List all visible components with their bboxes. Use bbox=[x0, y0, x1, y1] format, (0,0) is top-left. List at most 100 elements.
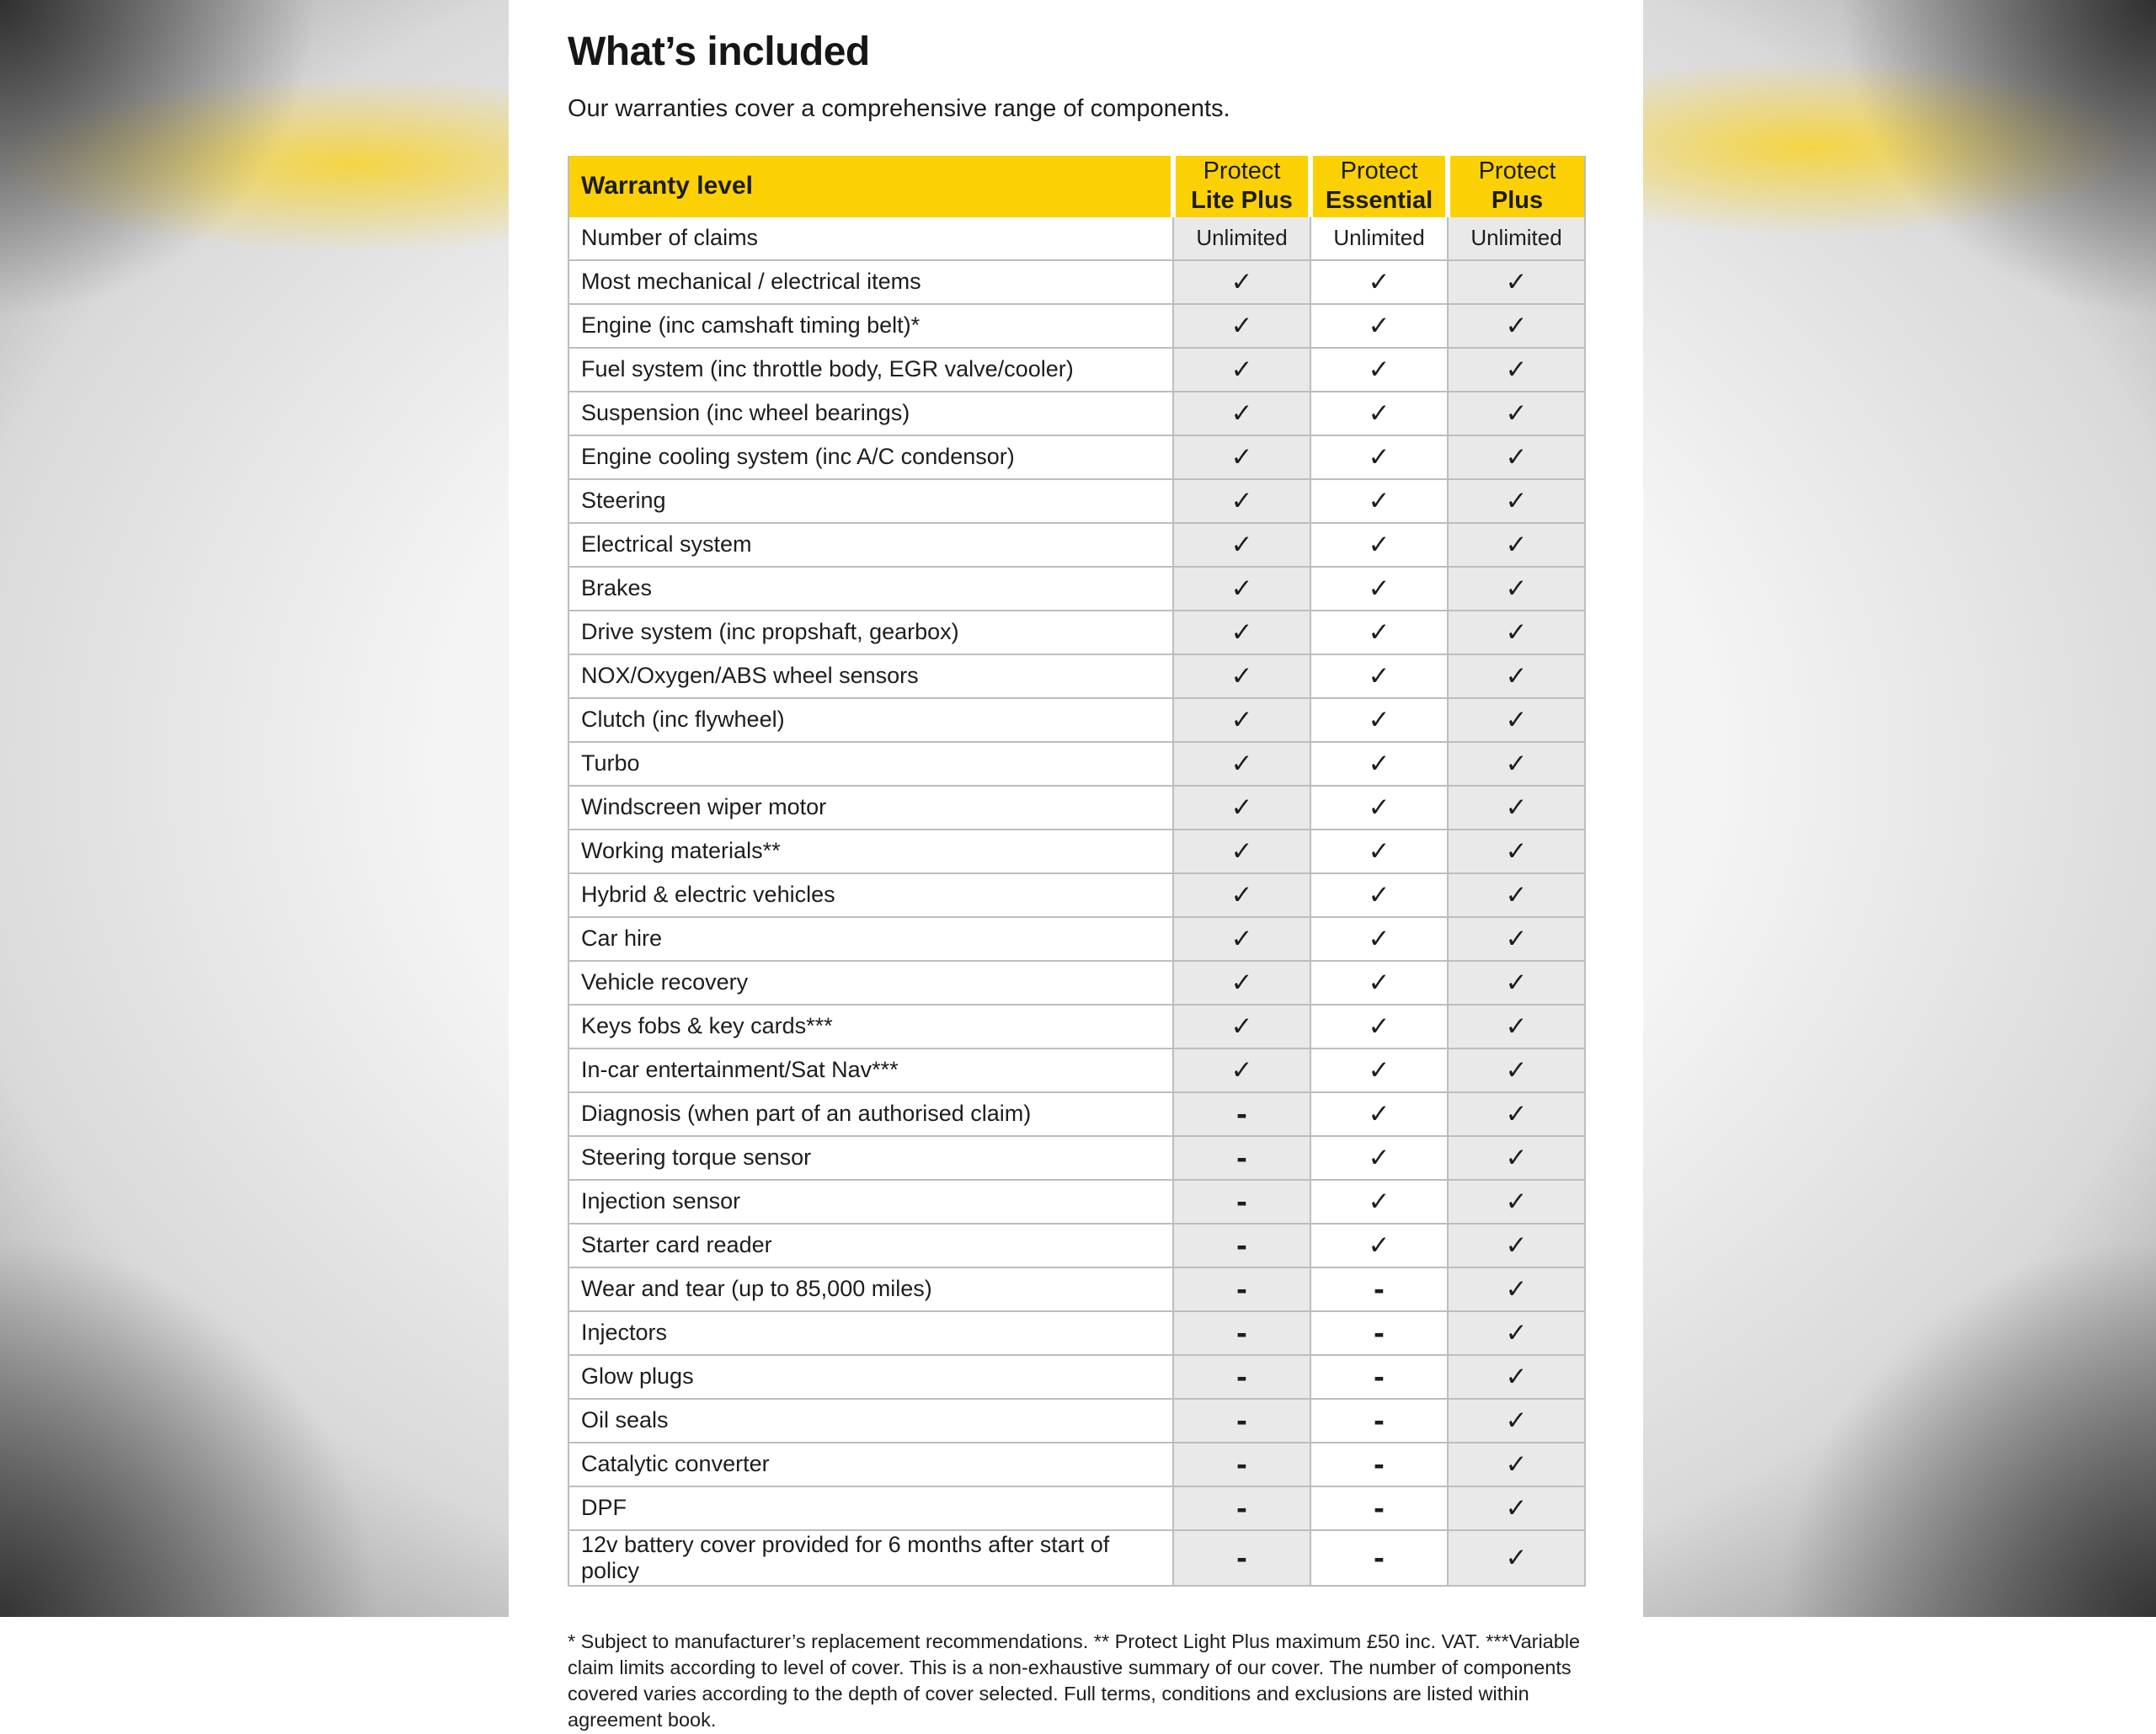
component-label: Steering torque sensor bbox=[568, 1134, 1173, 1180]
table-row: Hybrid & electric vehicles ✓ ✓ ✓ bbox=[568, 872, 1585, 917]
cell-lite-plus: ✓ bbox=[1172, 784, 1310, 830]
table-row: Working materials** ✓ ✓ ✓ bbox=[568, 828, 1585, 873]
cell-lite-plus: ✓ bbox=[1172, 346, 1310, 392]
cell-plus: ✓ bbox=[1447, 609, 1585, 654]
table-row: In-car entertainment/Sat Nav*** ✓ ✓ ✓ bbox=[568, 1047, 1585, 1092]
cell-plus: ✓ bbox=[1447, 390, 1585, 435]
cell-plus: ✓ bbox=[1447, 302, 1585, 348]
cell-lite-plus: ✓ bbox=[1172, 696, 1310, 742]
cell-lite-plus: ✓ bbox=[1172, 959, 1310, 1005]
warranty-comparison-table: Warranty level Protect Lite Plus Protect… bbox=[568, 155, 1586, 1587]
cell-lite-plus: ✓ bbox=[1172, 390, 1310, 435]
cell-lite-plus: ✓ bbox=[1172, 915, 1310, 961]
cell-lite-plus: - bbox=[1172, 1397, 1310, 1443]
cell-essential: ✓ bbox=[1310, 478, 1448, 523]
cell-plus: ✓ bbox=[1447, 696, 1585, 742]
cell-essential: ✓ bbox=[1310, 1091, 1448, 1136]
cell-lite-plus: - bbox=[1172, 1222, 1310, 1267]
cell-plus: ✓ bbox=[1447, 1485, 1585, 1530]
table-row: Injection sensor - ✓ ✓ bbox=[568, 1178, 1585, 1224]
plan-header-essential: Protect Essential bbox=[1308, 155, 1448, 217]
component-label: Windscreen wiper motor bbox=[568, 784, 1173, 830]
table-row: Injectors - - ✓ bbox=[568, 1310, 1585, 1355]
cell-lite-plus: - bbox=[1172, 1310, 1310, 1355]
table-row: Catalytic converter - - ✓ bbox=[568, 1441, 1585, 1486]
cell-essential: ✓ bbox=[1310, 872, 1448, 917]
component-label: Engine (inc camshaft timing belt)* bbox=[568, 302, 1173, 348]
table-row: Turbo ✓ ✓ ✓ bbox=[568, 740, 1585, 786]
cell-plus: ✓ bbox=[1447, 478, 1585, 523]
table-row: Car hire ✓ ✓ ✓ bbox=[568, 915, 1585, 961]
component-label: Drive system (inc propshaft, gearbox) bbox=[568, 609, 1173, 654]
table-row: Vehicle recovery ✓ ✓ ✓ bbox=[568, 959, 1585, 1005]
component-label: Brakes bbox=[568, 565, 1173, 611]
cell-plus: ✓ bbox=[1447, 1266, 1585, 1311]
component-label: 12v battery cover provided for 6 months … bbox=[568, 1529, 1173, 1586]
cell-lite-plus: ✓ bbox=[1172, 1003, 1310, 1048]
cell-lite-plus: ✓ bbox=[1172, 828, 1310, 873]
component-label: Oil seals bbox=[568, 1397, 1173, 1443]
cell-lite-plus: ✓ bbox=[1172, 302, 1310, 348]
cell-essential: ✓ bbox=[1310, 828, 1448, 873]
cell-plus: ✓ bbox=[1447, 1441, 1585, 1486]
cell-essential: ✓ bbox=[1310, 653, 1448, 698]
cell-lite-plus: ✓ bbox=[1172, 478, 1310, 523]
cell-lite-plus: ✓ bbox=[1172, 259, 1310, 304]
table-row: Clutch (inc flywheel) ✓ ✓ ✓ bbox=[568, 696, 1585, 742]
cell-plus: ✓ bbox=[1447, 1047, 1585, 1092]
cell-lite-plus: ✓ bbox=[1172, 521, 1310, 567]
component-label: Wear and tear (up to 85,000 miles) bbox=[568, 1266, 1173, 1311]
table-body: Number of claims Unlimited Unlimited Unl… bbox=[568, 216, 1585, 1586]
cell-essential: ✓ bbox=[1310, 1134, 1448, 1180]
cell-lite-plus: - bbox=[1172, 1353, 1310, 1399]
cell-essential: - bbox=[1310, 1529, 1448, 1586]
cell-lite-plus: - bbox=[1172, 1266, 1310, 1311]
component-label: Engine cooling system (inc A/C condensor… bbox=[568, 434, 1173, 479]
cell-lite-plus: - bbox=[1172, 1441, 1310, 1486]
cell-plus: ✓ bbox=[1447, 259, 1585, 304]
plan-header-plus: Protect Plus bbox=[1445, 155, 1585, 217]
cell-lite-plus: - bbox=[1172, 1091, 1310, 1136]
component-label: DPF bbox=[568, 1485, 1173, 1530]
plan-brand: Protect bbox=[1478, 157, 1556, 184]
component-label: Starter card reader bbox=[568, 1222, 1173, 1267]
table-row: Engine (inc camshaft timing belt)* ✓ ✓ ✓ bbox=[568, 302, 1585, 348]
cell-essential: - bbox=[1310, 1353, 1448, 1399]
table-row: DPF - - ✓ bbox=[568, 1485, 1585, 1530]
component-label: Most mechanical / electrical items bbox=[568, 259, 1173, 304]
cell-lite-plus: ✓ bbox=[1172, 653, 1310, 698]
cell-plus: ✓ bbox=[1447, 565, 1585, 611]
cell-plus: ✓ bbox=[1447, 521, 1585, 567]
component-label: In-car entertainment/Sat Nav*** bbox=[568, 1047, 1173, 1092]
component-label: Glow plugs bbox=[568, 1353, 1173, 1399]
cell-essential: - bbox=[1310, 1485, 1448, 1530]
cell-plus: ✓ bbox=[1447, 1222, 1585, 1267]
table-row: Oil seals - - ✓ bbox=[568, 1397, 1585, 1443]
cell-plus: ✓ bbox=[1447, 1091, 1585, 1136]
plan-brand: Protect bbox=[1340, 157, 1418, 184]
table-row: Diagnosis (when part of an authorised cl… bbox=[568, 1091, 1585, 1136]
cell-lite-plus: - bbox=[1172, 1178, 1310, 1224]
component-label: Electrical system bbox=[568, 521, 1173, 567]
cell-essential: ✓ bbox=[1310, 959, 1448, 1005]
component-label: Injection sensor bbox=[568, 1178, 1173, 1224]
cell-plus: ✓ bbox=[1447, 1529, 1585, 1586]
component-label: Suspension (inc wheel bearings) bbox=[568, 390, 1173, 435]
cell-plus: ✓ bbox=[1447, 740, 1585, 786]
cell-essential: ✓ bbox=[1310, 609, 1448, 654]
cell-essential: ✓ bbox=[1310, 1003, 1448, 1048]
table-row: Glow plugs - - ✓ bbox=[568, 1353, 1585, 1399]
cell-essential: ✓ bbox=[1310, 1222, 1448, 1267]
component-label: Keys fobs & key cards*** bbox=[568, 1003, 1173, 1048]
table-header: Warranty level Protect Lite Plus Protect… bbox=[568, 155, 1585, 217]
cell-plus: ✓ bbox=[1447, 1397, 1585, 1443]
page-title: What’s included bbox=[568, 29, 870, 74]
cell-plus: ✓ bbox=[1447, 959, 1585, 1005]
cell-essential: ✓ bbox=[1310, 1178, 1448, 1224]
cell-plus: ✓ bbox=[1447, 784, 1585, 830]
cell-essential: ✓ bbox=[1310, 740, 1448, 786]
cell-lite-plus: ✓ bbox=[1172, 434, 1310, 479]
component-label: Hybrid & electric vehicles bbox=[568, 872, 1173, 917]
component-label: Fuel system (inc throttle body, EGR valv… bbox=[568, 346, 1173, 392]
component-label: Diagnosis (when part of an authorised cl… bbox=[568, 1091, 1173, 1136]
